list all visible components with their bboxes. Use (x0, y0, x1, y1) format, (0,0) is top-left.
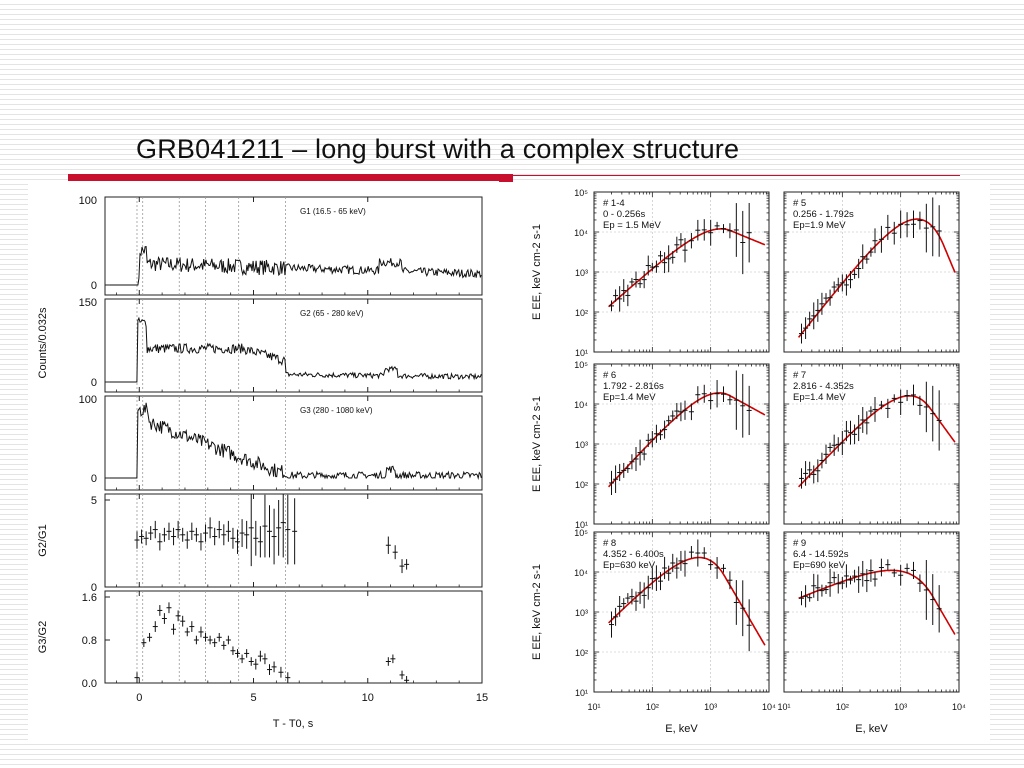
counts-axis-label: Counts/0.032s (37, 307, 49, 378)
slide-title: GRB041211 – long burst with a complex st… (136, 134, 740, 164)
y-tick-label: 0.8 (82, 635, 97, 647)
panel-label: G2 (65 - 280 keV) (300, 309, 364, 318)
y-tick-label: 10² (575, 648, 588, 658)
y-tick-label: 0 (91, 280, 97, 292)
x-tick-label: 5 (250, 692, 256, 704)
lc-panel-frame (104, 493, 483, 588)
spectrum-panel-label: Ep = 1.5 MeV (603, 220, 661, 231)
y-tick-label: 10⁴ (574, 568, 588, 578)
model-fit-curve (798, 569, 956, 635)
spectrum-panel-label: 4.352 - 6.400s (603, 549, 664, 560)
model-fit-curve (798, 394, 956, 488)
y-tick-label: 100 (79, 394, 97, 406)
spectrum-panel-label: Ep=1.4 MeV (793, 392, 846, 403)
spectrum-panel-label: # 5 (793, 198, 806, 209)
spectrum-axis-label: E EE, keV cm-2 s-1 (531, 564, 543, 660)
count-rate-curve (105, 316, 482, 383)
y-tick-label: 10³ (575, 440, 588, 450)
y-tick-label: 10² (575, 480, 588, 490)
spectrum-panel-label: 6.4 - 14.592s (793, 549, 849, 560)
y-tick-label: 5 (91, 495, 97, 507)
spectrum-panel-label: Ep=1.4 MeV (603, 392, 656, 403)
spectrum-panel-label: # 9 (793, 538, 806, 549)
spectrum-axis-label: E EE, keV cm-2 s-1 (531, 396, 543, 492)
spectrum-panel-label: # 6 (603, 370, 616, 381)
y-tick-label: 10¹ (575, 520, 588, 530)
y-tick-label: 1.6 (82, 592, 97, 604)
y-tick-label: 100 (79, 195, 97, 207)
y-tick-label: 150 (79, 297, 97, 309)
spectrum-panel-label: 1.792 - 2.816s (603, 381, 664, 392)
ratio-axis-label: G3/G2 (37, 621, 49, 653)
spectrum-panel-label: # 1-4 (603, 198, 625, 209)
model-fit-curve (797, 218, 956, 338)
x-tick-label: 10 (362, 692, 374, 704)
spectrum-panel-label: Ep=630 keV (603, 560, 656, 571)
spectrum-panel-label: 0 - 0.256s (603, 209, 645, 220)
y-tick-label: 0 (91, 582, 97, 594)
x-tick-label: 10¹ (587, 702, 600, 712)
x-tick-label: 10³ (704, 702, 717, 712)
title-underline (68, 174, 499, 181)
y-tick-label: 10² (575, 308, 588, 318)
y-tick-label: 0 (91, 377, 97, 389)
x-tick-label: 10¹ (777, 702, 790, 712)
y-tick-label: 10⁵ (574, 360, 588, 370)
spectrum-panel-label: Ep=690 keV (793, 560, 846, 571)
spectrum-panel-label: Ep=1.9 MeV (793, 220, 846, 231)
lc-panel-frame (104, 590, 483, 684)
y-tick-label: 10⁵ (574, 528, 588, 538)
ratio-axis-label: G2/G1 (37, 524, 49, 556)
spectra-figure: 10¹ 10² 10³ 10⁴ 10⁵ E EE, keV cm-2 s-1 # 1-40 … (531, 188, 966, 735)
x-tick-label: 10⁴ (952, 702, 966, 712)
lc-panel-frame (104, 196, 483, 296)
spectrum-panel-label: 2.816 - 4.352s (793, 381, 854, 392)
spectrum-axis-label: E EE, keV cm-2 s-1 (531, 224, 543, 320)
model-fit-curve (608, 228, 766, 308)
y-tick-label: 10¹ (575, 688, 588, 698)
spectrum-panel-label: # 8 (603, 538, 616, 549)
y-tick-label: 10⁵ (574, 188, 588, 198)
model-fit-curve (608, 556, 766, 646)
lc-panel-frame (104, 298, 483, 393)
y-tick-label: 0 (91, 473, 97, 485)
x-tick-label: 10⁴ (762, 702, 776, 712)
x-axis-label: T - T0, s (273, 718, 314, 730)
y-tick-label: 10³ (575, 268, 588, 278)
count-rate-curve (105, 402, 482, 480)
spectrum-panel-label: 0.256 - 1.792s (793, 209, 854, 220)
y-tick-label: 0.0 (82, 678, 97, 690)
y-tick-label: 10⁴ (574, 228, 588, 238)
count-rate-curve (105, 246, 482, 286)
x-tick-label: 10³ (894, 702, 907, 712)
x-axis-label: E, keV (855, 723, 888, 735)
title-underline-thin (513, 175, 960, 176)
panel-label: G1 (16.5 - 65 keV) (300, 207, 366, 216)
spectrum-panel-label: # 7 (793, 370, 806, 381)
x-tick-label: 10² (836, 702, 849, 712)
x-tick-label: 10² (646, 702, 659, 712)
x-tick-label: 15 (476, 692, 488, 704)
y-tick-label: 10¹ (575, 348, 588, 358)
lc-panel-frame (104, 395, 483, 491)
y-tick-label: 10³ (575, 608, 588, 618)
y-tick-label: 10⁴ (574, 400, 588, 410)
x-tick-label: 0 (136, 692, 142, 704)
x-axis-label: E, keV (665, 723, 698, 735)
panel-label: G3 (280 - 1080 keV) (300, 406, 373, 415)
